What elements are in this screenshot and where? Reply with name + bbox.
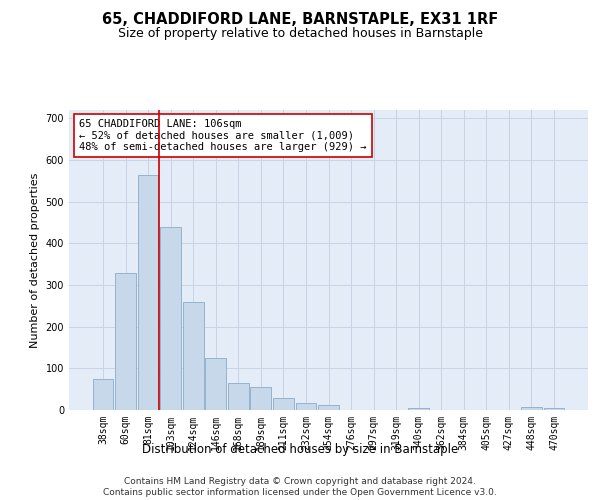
Text: 65, CHADDIFORD LANE, BARNSTAPLE, EX31 1RF: 65, CHADDIFORD LANE, BARNSTAPLE, EX31 1R… [102,12,498,28]
Bar [137,174,158,410]
Bar [92,379,113,410]
Y-axis label: Number of detached properties: Number of detached properties [30,172,40,348]
Bar [544,408,565,410]
Text: Contains HM Land Registry data © Crown copyright and database right 2024.
Contai: Contains HM Land Registry data © Crown c… [103,478,497,497]
Text: Size of property relative to detached houses in Barnstaple: Size of property relative to detached ho… [118,28,482,40]
Bar [521,407,542,410]
Bar [228,383,248,410]
Text: Distribution of detached houses by size in Barnstaple: Distribution of detached houses by size … [142,442,458,456]
Bar [183,302,203,410]
Bar [115,272,136,410]
Bar [318,404,339,410]
Bar [205,358,226,410]
Bar [250,387,271,410]
Text: 65 CHADDIFORD LANE: 106sqm
← 52% of detached houses are smaller (1,009)
48% of s: 65 CHADDIFORD LANE: 106sqm ← 52% of deta… [79,119,367,152]
Bar [273,398,294,410]
Bar [296,403,316,410]
Bar [160,226,181,410]
Bar [409,408,429,410]
